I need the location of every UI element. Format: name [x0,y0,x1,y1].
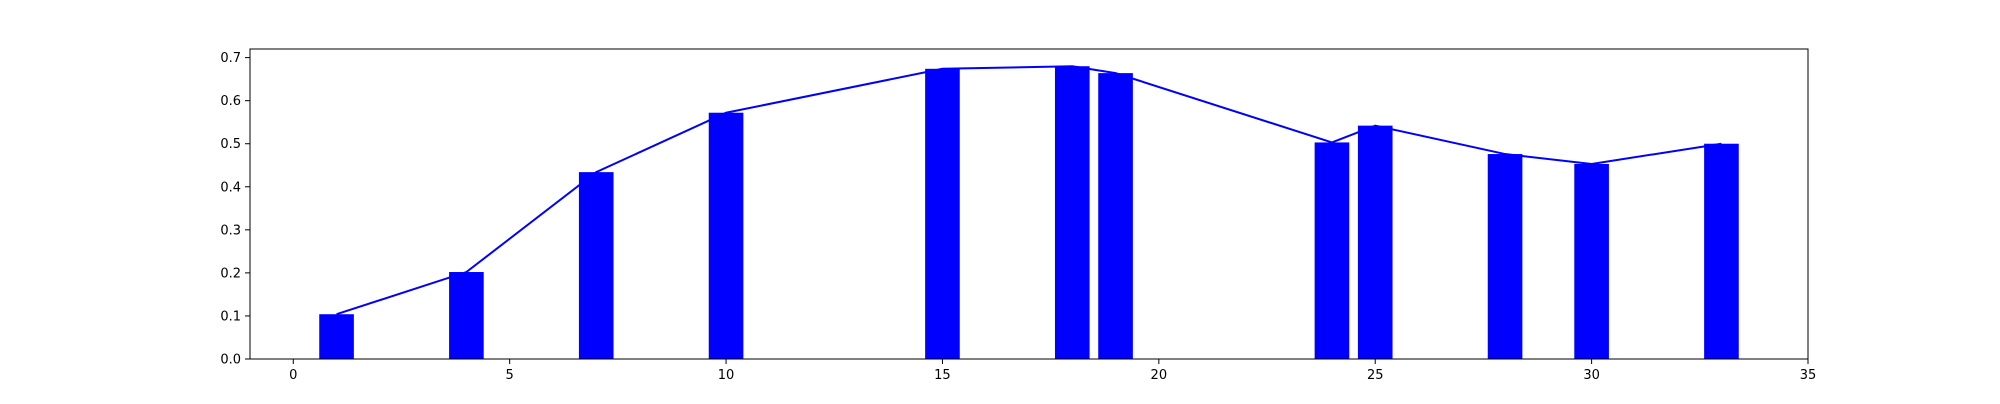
y-tick-label-1: 0.1 [220,309,241,324]
bar-2 [578,172,614,359]
x-tick-label-6: 30 [1583,368,1600,383]
y-tick-label-5: 0.5 [220,137,241,152]
y-tick-label-7: 0.7 [220,51,241,66]
y-axis: 0.0 0.1 0.2 0.3 0.4 0.5 0.6 0.7 [220,51,250,368]
series-line [336,65,1722,316]
x-tick-label-5: 25 [1367,368,1384,383]
x-tick-label-4: 20 [1151,368,1168,383]
bar-6 [1098,73,1133,359]
bars-layer [319,66,1739,360]
bar-11 [1704,143,1739,359]
y-tick-label-2: 0.2 [220,266,241,281]
bar-1 [449,272,484,359]
x-tick-label-3: 15 [934,368,951,383]
y-tick-label-3: 0.3 [220,223,241,238]
bar-3 [708,112,744,359]
y-tick-label-4: 0.4 [220,180,241,195]
x-tick-label-1: 5 [506,368,514,383]
x-tick-label-2: 10 [718,368,735,383]
plot-area [249,48,1809,360]
bar-10 [1574,163,1609,359]
bar-0 [319,314,354,359]
y-tick-label-6: 0.6 [220,94,241,109]
y-tick-label-0: 0.0 [220,353,241,368]
bar-8 [1357,125,1393,359]
line-layer [336,65,1722,316]
x-axis: 0 5 10 15 20 25 30 35 [289,359,1816,383]
x-tick-label-0: 0 [289,368,297,383]
axes-frame [249,48,1809,360]
bar-4 [925,68,960,360]
x-tick-label-7: 35 [1800,368,1817,383]
bar-9 [1487,154,1523,359]
bar-7 [1314,142,1350,359]
bar-5 [1054,66,1090,359]
